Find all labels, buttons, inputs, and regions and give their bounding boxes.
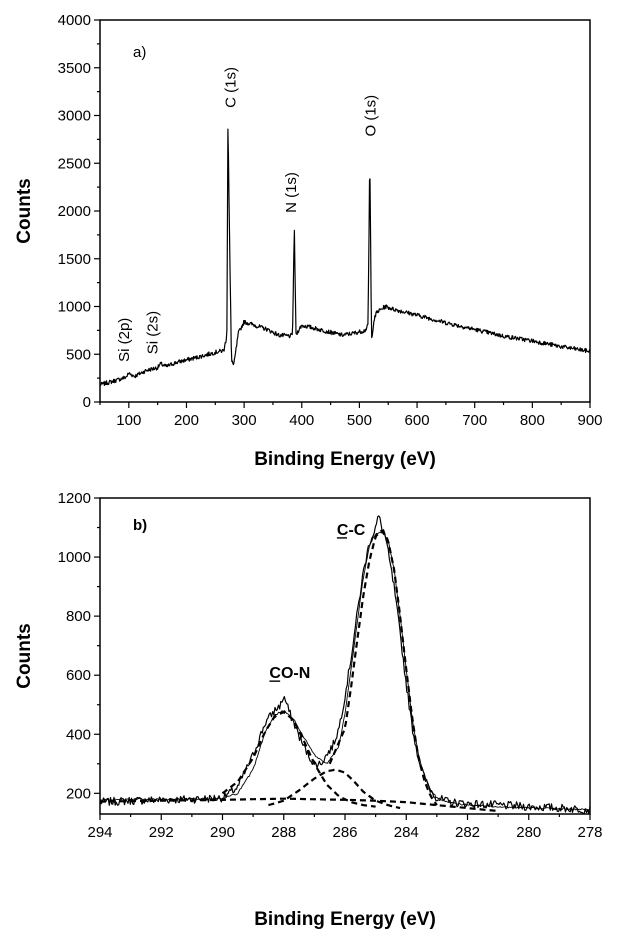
x-tick-label: 294 xyxy=(87,824,112,841)
x-ticks-b: 294 292 290 288 286 284 282 280 278 xyxy=(87,814,603,841)
fit-component-line xyxy=(221,710,376,808)
peak-label: Si (2p) xyxy=(116,318,133,362)
x-tick-label: 200 xyxy=(174,412,199,429)
x-tick-label: 900 xyxy=(577,412,602,429)
series-layer-a xyxy=(99,128,591,387)
x-tick-label: 800 xyxy=(520,412,545,429)
y-axis-label-b: Counts xyxy=(14,623,35,688)
y-ticks-b: 200 400 600 800 1000 1200 xyxy=(58,490,100,802)
survey-spectrum-panel: 0 500 1000 1500 2000 2500 3000 3500 4000 100 200 3… xyxy=(14,12,603,470)
plot-frame-b xyxy=(99,497,591,815)
x-axis-label-b: Binding Energy (eV) xyxy=(254,909,436,930)
envelope-fit-line xyxy=(99,531,591,811)
peak-label: Si (2s) xyxy=(145,311,162,354)
y-tick-label: 600 xyxy=(66,667,91,684)
y-tick-label: 1200 xyxy=(58,490,91,507)
x-tick-label: 500 xyxy=(347,412,372,429)
y-axis-label-a: Counts xyxy=(14,178,35,243)
peak-label: C-C xyxy=(337,522,366,539)
x-tick-label: 400 xyxy=(289,412,314,429)
x-tick-label: 280 xyxy=(516,824,541,841)
peak-label: N (1s) xyxy=(283,172,300,213)
spectrum-line xyxy=(99,128,591,387)
x-tick-label: 288 xyxy=(271,824,296,841)
y-tick-label: 3000 xyxy=(58,108,91,125)
y-tick-label: 400 xyxy=(66,726,91,743)
y-tick-label: 500 xyxy=(66,346,91,363)
peak-label: O (1s) xyxy=(363,95,380,137)
y-tick-label: 2000 xyxy=(58,203,91,220)
annotations-b: CO-N C-C xyxy=(269,522,366,682)
x-tick-label: 286 xyxy=(332,824,357,841)
plot-frame-a xyxy=(99,19,591,403)
x-tick-label: 290 xyxy=(210,824,235,841)
spectrum-line xyxy=(99,515,591,814)
fit-component-line xyxy=(99,797,499,813)
x-tick-label: 300 xyxy=(232,412,257,429)
x-ticks-a: 100 200 300 400 500 600 700 800 900 xyxy=(99,402,603,429)
fit-component-line xyxy=(328,529,438,806)
panel-label-b: b) xyxy=(133,517,147,534)
y-tick-label: 3500 xyxy=(58,60,91,77)
y-tick-label: 0 xyxy=(83,394,91,411)
fit-component-line xyxy=(268,768,401,810)
x-tick-label: 292 xyxy=(149,824,174,841)
y-ticks-a: 0 500 1000 1500 2000 2500 3000 3500 4000 xyxy=(58,12,100,411)
x-tick-label: 100 xyxy=(116,412,141,429)
peak-label: CO-N xyxy=(269,665,310,682)
y-tick-label: 200 xyxy=(66,785,91,802)
x-tick-label: 282 xyxy=(455,824,480,841)
y-tick-label: 1500 xyxy=(58,251,91,268)
y-tick-label: 1000 xyxy=(58,549,91,566)
y-tick-label: 800 xyxy=(66,608,91,625)
peak-label: C (1s) xyxy=(222,67,239,108)
y-tick-label: 1000 xyxy=(58,299,91,316)
y-tick-label: 4000 xyxy=(58,12,91,29)
x-tick-label: 700 xyxy=(462,412,487,429)
x-tick-label: 284 xyxy=(394,824,419,841)
y-tick-label: 2500 xyxy=(58,155,91,172)
series-layer-b xyxy=(99,515,591,814)
x-tick-label: 600 xyxy=(405,412,430,429)
annotations-a: Si (2p) Si (2s) C (1s) N (1s) O (1s) xyxy=(116,67,380,362)
panel-label-a: a) xyxy=(133,44,146,61)
x-tick-label: 278 xyxy=(577,824,602,841)
x-axis-label-a: Binding Energy (eV) xyxy=(254,449,436,470)
